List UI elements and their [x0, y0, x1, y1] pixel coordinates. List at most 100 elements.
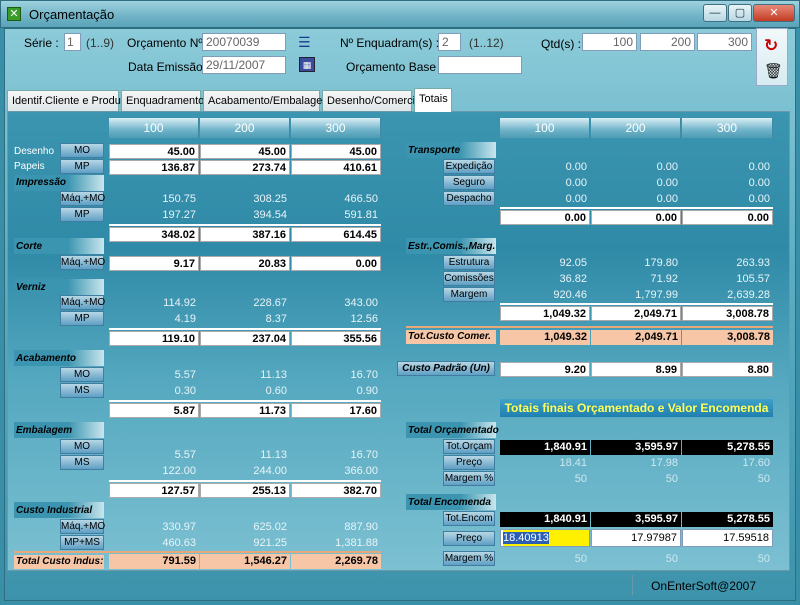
- verniz-mp-v2: 8.37: [265, 313, 287, 325]
- verniz-maq-button[interactable]: Máq.+MO: [60, 295, 106, 310]
- custo-padrao-v3: 8.80: [682, 362, 773, 377]
- comissoes-v1: 36.82: [559, 273, 587, 285]
- enc-preco-input-1[interactable]: 18.40913: [500, 529, 590, 547]
- verniz-maq-v3: 343.00: [344, 297, 378, 309]
- transporte-title: Transporte: [408, 145, 461, 156]
- window-title: Orçamentação: [29, 7, 115, 22]
- desenho-v1: 45.00: [109, 144, 199, 159]
- desenho-v2: 45.00: [200, 144, 290, 159]
- impressao-mp-button[interactable]: MP: [60, 207, 104, 222]
- embalagem-divider: [109, 480, 381, 482]
- status-divider: [632, 575, 633, 595]
- desenho-label: Desenho: [14, 146, 55, 157]
- margem-button[interactable]: Margem: [443, 287, 495, 302]
- trash-icon[interactable]: 🗑: [764, 63, 784, 80]
- verniz-title: Verniz: [16, 282, 46, 293]
- minimize-button[interactable]: —: [703, 4, 727, 22]
- list-icon[interactable]: ☰: [298, 34, 311, 50]
- left-col-header-2: 200: [200, 118, 290, 138]
- tot-orcam-v3: 5,278.55: [682, 440, 773, 455]
- seguro-button[interactable]: Seguro: [443, 175, 495, 190]
- orc-preco-button[interactable]: Preço: [443, 455, 495, 470]
- estrutura-button[interactable]: Estrutura: [443, 255, 495, 270]
- qtd3-input[interactable]: 300: [697, 33, 752, 51]
- orcamento-label: Orçamento Nº :: [127, 36, 210, 50]
- serie-label: Série :: [24, 36, 59, 50]
- acabamento-ms-button[interactable]: MS: [60, 383, 104, 398]
- enc-preco-input-3[interactable]: 17.59518: [682, 529, 773, 547]
- impressao-tot-v2: 387.16: [200, 227, 290, 242]
- serie-range: (1..9): [86, 36, 115, 50]
- custo-ind-maq-button[interactable]: Máq.+MO: [60, 519, 106, 534]
- transporte-tot-v2: 0.00: [591, 210, 681, 225]
- verniz-bar: [14, 279, 104, 295]
- desenho-mo-button[interactable]: MO: [60, 143, 104, 158]
- verniz-mp-button[interactable]: MP: [60, 311, 104, 326]
- orcamentado-bar: [406, 422, 496, 438]
- impressao-maq-button[interactable]: Máq.+MO: [60, 191, 106, 206]
- enc-preco-input-2[interactable]: 17.97987: [591, 529, 681, 547]
- data-emissao-input[interactable]: 29/11/2007: [202, 56, 286, 74]
- transporte-divider: [500, 207, 773, 209]
- tot-encom-v1: 1,840.91: [500, 512, 590, 527]
- orcamento-base-input[interactable]: [438, 56, 522, 74]
- calendar-icon[interactable]: ▦: [299, 57, 315, 72]
- comissoes-button[interactable]: Comissões: [443, 271, 495, 286]
- corte-v2: 20.83: [200, 256, 290, 271]
- orcamento-input[interactable]: 20070039: [202, 33, 286, 51]
- embalagem-tot-v2: 255.13: [200, 483, 290, 498]
- qtd1-input[interactable]: 100: [582, 33, 637, 51]
- embalagem-title: Embalagem: [16, 425, 73, 436]
- right-col-header-3: 300: [682, 118, 773, 138]
- corte-bar: [14, 238, 104, 254]
- qtd2-input[interactable]: 200: [640, 33, 695, 51]
- tab-desenho[interactable]: Desenho/Comercial: [322, 90, 424, 111]
- tab-identif[interactable]: Identif.Cliente e Produto: [7, 90, 130, 111]
- refresh-icon[interactable]: ↻: [764, 36, 779, 55]
- expedicao-button[interactable]: Expedição: [443, 159, 495, 174]
- data-emissao-label: Data Emissão :: [128, 60, 210, 74]
- impressao-mp-v1: 197.27: [162, 209, 196, 221]
- corte-maq-button[interactable]: Máq.+MO: [60, 255, 106, 270]
- verniz-mp-v3: 12.56: [350, 313, 378, 325]
- enc-preco-button[interactable]: Preço: [443, 531, 495, 546]
- estrutura-v1: 92.05: [559, 257, 587, 269]
- verniz-maq-v2: 228.67: [253, 297, 287, 309]
- acabamento-ms-v1: 0.30: [174, 385, 196, 397]
- serie-input[interactable]: 1: [64, 33, 81, 51]
- orc-preco-v3: 17.60: [742, 457, 770, 469]
- comissoes-v2: 71.92: [650, 273, 678, 285]
- embalagem-ms-button[interactable]: MS: [60, 455, 104, 470]
- tot-orcam-button[interactable]: Tot.Orçam: [443, 439, 495, 454]
- estr-bar: [406, 238, 496, 254]
- maximize-button[interactable]: ▢: [728, 4, 752, 22]
- custo-ind-mpms-button[interactable]: MP+MS: [60, 535, 104, 550]
- app-icon: ✕: [7, 7, 21, 21]
- custo-padrao-button[interactable]: Custo Padrão (Un): [397, 361, 495, 376]
- tot-encom-button[interactable]: Tot.Encom: [443, 511, 495, 526]
- tab-totais[interactable]: Totais: [414, 88, 452, 112]
- enc-margem-v2: 50: [665, 553, 678, 565]
- embalagem-mo-v3: 16.70: [350, 449, 378, 461]
- embalagem-tot-v3: 382.70: [291, 483, 381, 498]
- papeis-v1: 136.87: [109, 160, 199, 175]
- expedicao-v3: 0.00: [748, 161, 770, 173]
- embalagem-mo-button[interactable]: MO: [60, 439, 104, 454]
- left-col-header-1: 100: [109, 118, 199, 138]
- margem-v2: 1,797.99: [635, 289, 678, 301]
- papeis-mp-button[interactable]: MP: [60, 159, 104, 174]
- tab-acabamento[interactable]: Acabamento/Embalagem: [203, 90, 332, 111]
- enc-margem-button[interactable]: Margem %: [443, 551, 495, 566]
- close-button[interactable]: ✕: [753, 4, 795, 22]
- tab-enquadramentos[interactable]: Enquadramentos: [121, 90, 210, 111]
- custo-ind-mpms-v3: 1,381.88: [335, 537, 378, 549]
- acabamento-divider: [109, 400, 381, 402]
- despacho-button[interactable]: Despacho: [443, 191, 495, 206]
- acabamento-bar: [14, 350, 104, 366]
- expedicao-v2: 0.00: [656, 161, 678, 173]
- enquadram-input[interactable]: 2: [438, 33, 461, 51]
- acabamento-mo-v2: 11.13: [260, 369, 287, 381]
- orc-margem-button[interactable]: Margem %: [443, 471, 495, 486]
- custo-ind-maq-v3: 887.90: [344, 521, 378, 533]
- acabamento-mo-button[interactable]: MO: [60, 367, 104, 382]
